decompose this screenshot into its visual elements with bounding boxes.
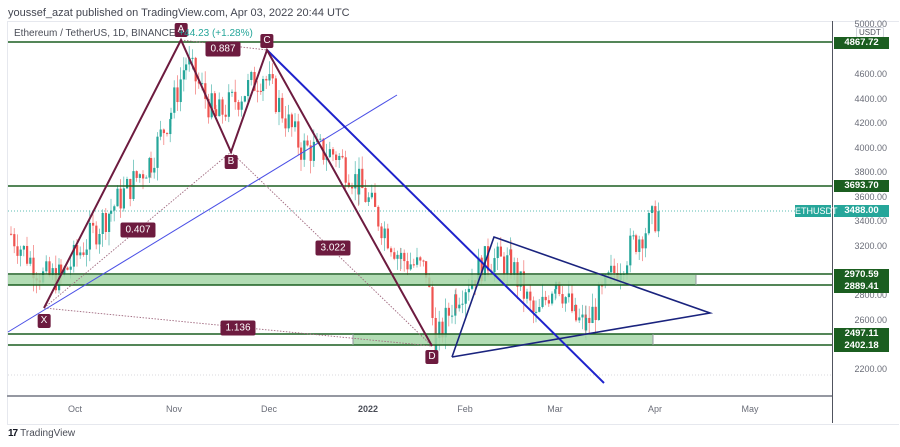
point-d-label: D — [425, 350, 439, 364]
last-price-label: 3488.00 — [834, 205, 889, 217]
level-label: 2497.11 — [834, 328, 889, 340]
support-zones — [8, 275, 832, 345]
grid-lines — [8, 210, 832, 376]
time-tick: Nov — [165, 404, 183, 414]
level-label: 2889.41 — [834, 281, 889, 293]
time-tick: Apr — [647, 404, 663, 414]
symbol-legend[interactable]: Ethereum / TetherUS, 1D, BINANCE +44.23 … — [14, 28, 253, 39]
point-c-label: C — [260, 34, 274, 48]
tradingview-logo-icon: 17 — [8, 428, 18, 439]
ratio-bd-label: 3.022 — [315, 240, 351, 256]
candlesticks — [10, 46, 660, 363]
axis-corner — [832, 395, 833, 423]
level-label: 3693.70 — [834, 180, 889, 192]
time-tick: Mar — [547, 404, 563, 414]
time-axis[interactable]: Oct Nov Dec 2022 Feb Mar Apr May — [7, 395, 832, 425]
price-tick: 4600.00 — [854, 69, 887, 79]
price-tick: 2800.00 — [854, 290, 887, 300]
symbol-tag: ETHUSDT — [795, 205, 838, 217]
harmonic-pattern[interactable] — [43, 37, 433, 347]
publisher-line: youssef_azat published on TradingView.co… — [8, 7, 350, 19]
price-tick: 3400.00 — [854, 216, 887, 226]
tradingview-logo[interactable]: 17 TradingView — [8, 428, 75, 439]
time-tick: Feb — [457, 404, 473, 414]
price-tick: 3200.00 — [854, 241, 887, 251]
price-tick: 3600.00 — [854, 192, 887, 202]
price-axis[interactable]: 5000.00 4600.00 4400.00 4200.00 4000.00 … — [832, 19, 900, 395]
price-tick: 5000.00 — [854, 19, 887, 29]
symbol-title: Ethereum / TetherUS, 1D, BINANCE — [14, 28, 176, 39]
time-tick: Dec — [260, 404, 278, 414]
tradingview-brand: TradingView — [20, 428, 76, 439]
level-label: 2402.18 — [834, 340, 889, 352]
ratio-xd-label: 1.136 — [220, 320, 256, 336]
price-tick: 2200.00 — [854, 364, 887, 374]
zone-borders — [352, 275, 697, 345]
level-label: 4867.72 — [834, 37, 889, 49]
point-b-label: B — [224, 155, 238, 169]
point-a-label: A — [174, 23, 188, 37]
time-tick: 2022 — [357, 404, 379, 414]
point-x-label: X — [37, 314, 51, 328]
ratio-xb-label: 0.407 — [120, 222, 156, 238]
horizontal-levels[interactable] — [8, 41, 832, 346]
ratio-ac-label: 0.887 — [205, 41, 241, 57]
price-tick: 3800.00 — [854, 167, 887, 177]
level-label: 2970.59 — [834, 269, 889, 281]
trend-lines[interactable] — [7, 49, 714, 384]
price-tick: 4000.00 — [854, 143, 887, 153]
time-tick: Oct — [67, 404, 83, 414]
chart-frame — [7, 21, 899, 425]
time-tick: May — [741, 404, 759, 414]
price-change: +44.23 (+1.28%) — [178, 28, 253, 39]
price-tick: 2600.00 — [854, 315, 887, 325]
price-tick: 4400.00 — [854, 94, 887, 104]
price-tick: 4200.00 — [854, 118, 887, 128]
